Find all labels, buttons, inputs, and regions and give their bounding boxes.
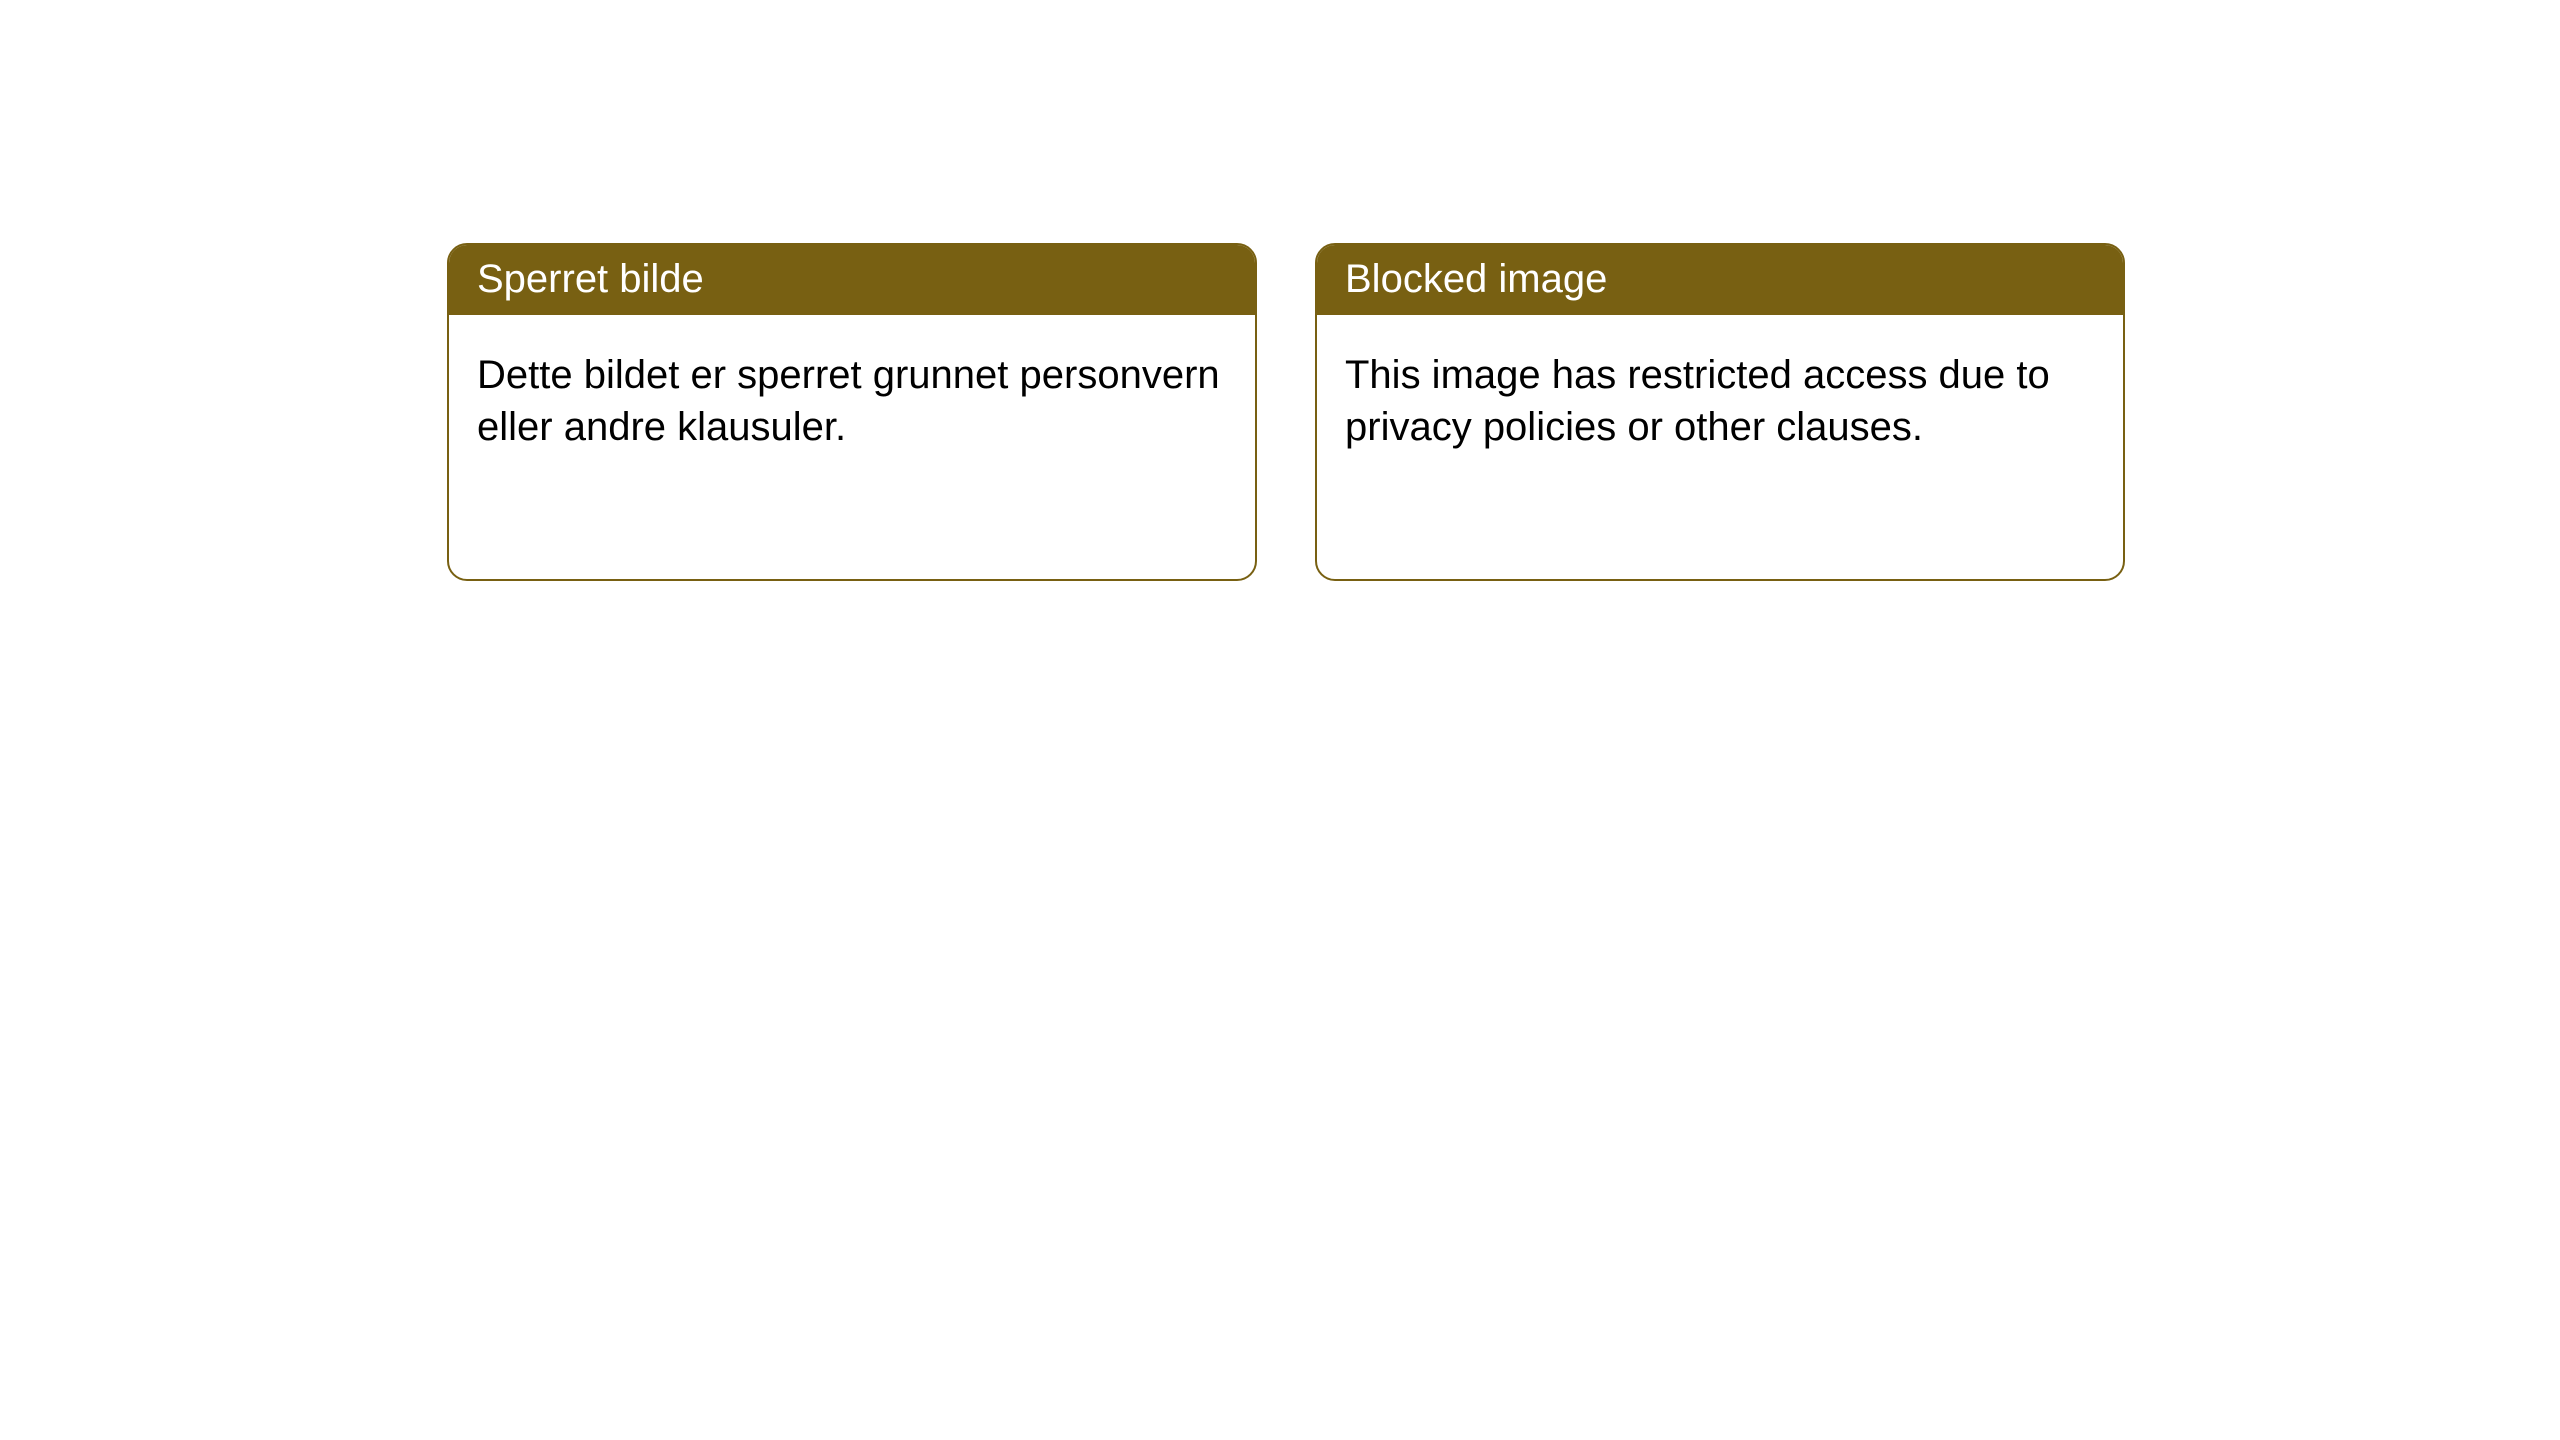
- notice-body-norwegian: Dette bildet er sperret grunnet personve…: [449, 315, 1255, 487]
- notice-card-english: Blocked image This image has restricted …: [1315, 243, 2125, 581]
- notice-body-english: This image has restricted access due to …: [1317, 315, 2123, 487]
- notice-title-norwegian: Sperret bilde: [449, 245, 1255, 315]
- notice-title-english: Blocked image: [1317, 245, 2123, 315]
- notice-card-norwegian: Sperret bilde Dette bildet er sperret gr…: [447, 243, 1257, 581]
- notice-container: Sperret bilde Dette bildet er sperret gr…: [0, 0, 2560, 581]
